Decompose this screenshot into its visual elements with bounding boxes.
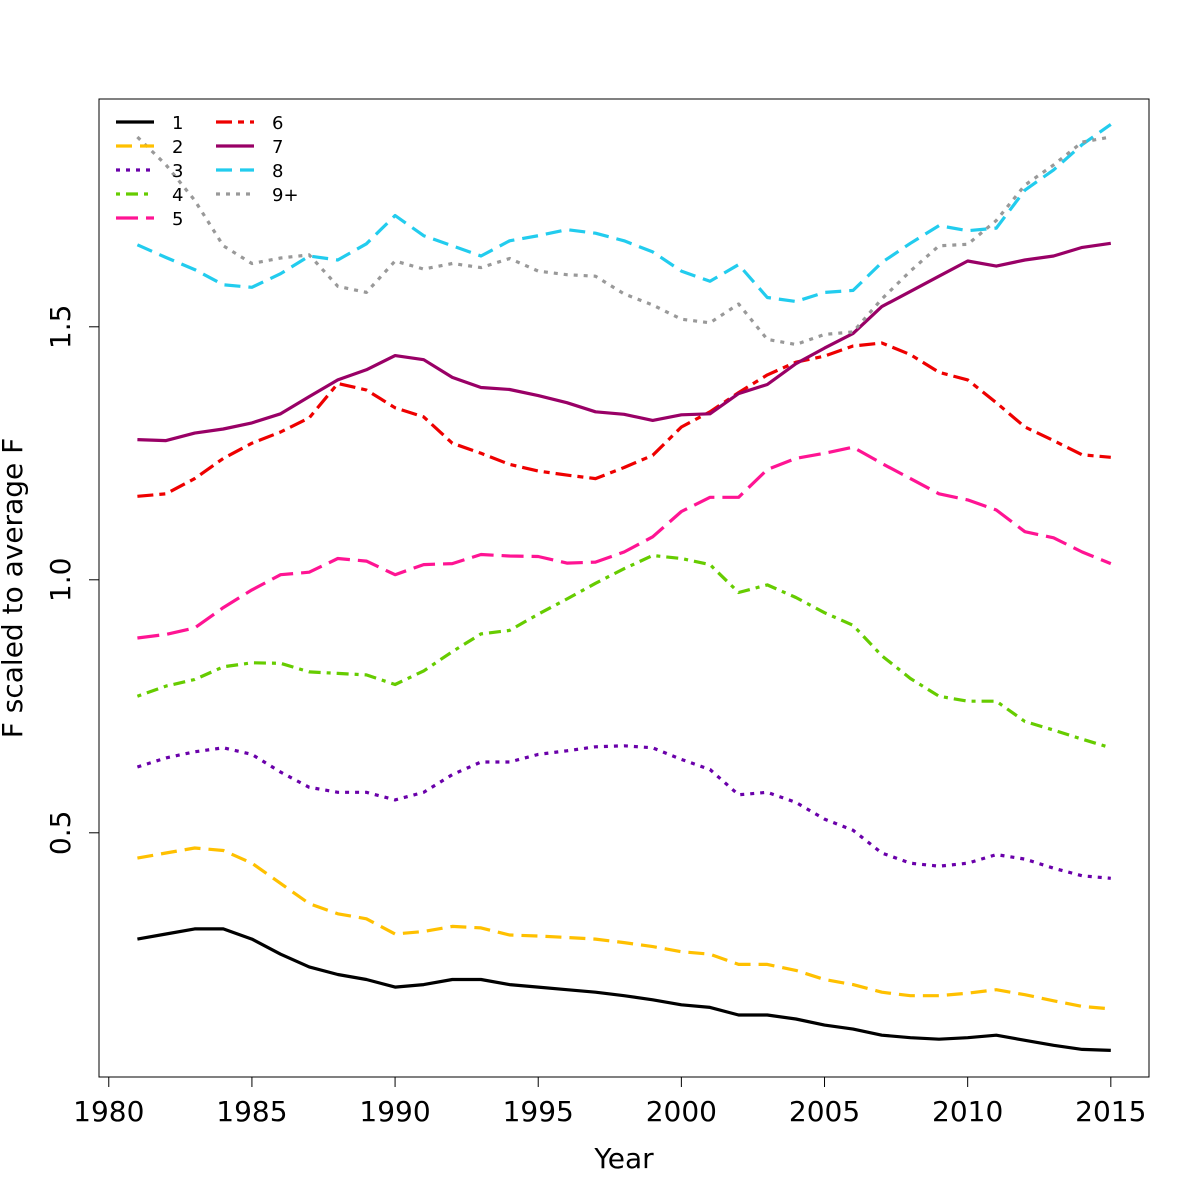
- series-line-7: [137, 241, 1112, 443]
- legend-label: 9+: [272, 185, 299, 206]
- series-line-3: [136, 744, 1111, 880]
- legend-label: 3: [172, 161, 183, 182]
- legend-label: 5: [172, 209, 183, 230]
- legend: 1 2 3 4 5 6 7 8 9+: [116, 113, 299, 230]
- legend-label: 6: [272, 113, 283, 134]
- y-tick-label: 1.5: [44, 305, 77, 350]
- x-tick-label: 2005: [789, 1095, 860, 1128]
- legend-label: 4: [172, 185, 183, 206]
- legend-label: 1: [172, 113, 183, 134]
- legend-label: 8: [272, 161, 283, 182]
- x-tick-label: 1995: [503, 1095, 574, 1128]
- series-lines: [136, 123, 1112, 1052]
- x-tick-label: 2010: [932, 1095, 1003, 1128]
- series-line-8: [136, 123, 1112, 304]
- x-axis: 1980 1985 1990 1995 2000 2005 2010 2015: [73, 1076, 1146, 1128]
- series-line-6: [137, 341, 1111, 498]
- series-line-4: [136, 553, 1112, 750]
- series-line-5: [137, 445, 1112, 640]
- x-axis-title: Year: [593, 1142, 654, 1175]
- series-line-9plus: [136, 135, 1112, 347]
- series-line-2: [137, 846, 1111, 1011]
- y-tick-label: 0.5: [44, 811, 77, 856]
- y-axis-title: F scaled to average F: [0, 438, 29, 738]
- y-tick-label: 1.0: [44, 558, 77, 603]
- legend-label: 2: [172, 137, 183, 158]
- x-tick-label: 1980: [73, 1095, 144, 1128]
- x-tick-label: 1990: [359, 1095, 430, 1128]
- series-line-1: [137, 927, 1111, 1052]
- x-tick-label: 1985: [216, 1095, 287, 1128]
- y-axis: 0.5 1.0 1.5: [44, 305, 100, 856]
- x-tick-label: 2000: [646, 1095, 717, 1128]
- legend-label: 7: [272, 137, 283, 158]
- x-tick-label: 2015: [1075, 1095, 1146, 1128]
